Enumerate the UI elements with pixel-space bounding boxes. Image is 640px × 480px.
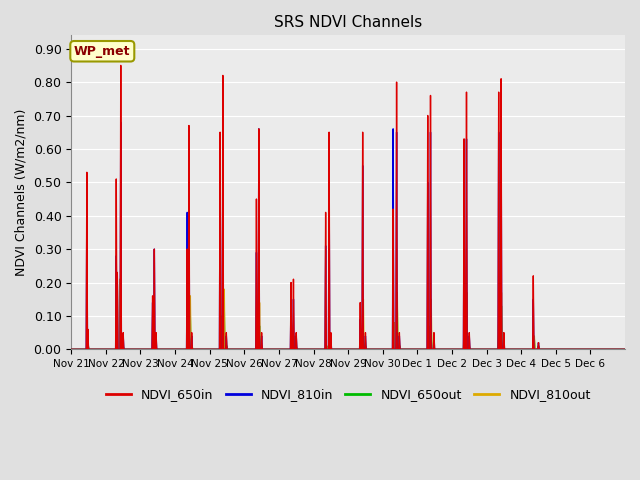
- Title: SRS NDVI Channels: SRS NDVI Channels: [274, 15, 422, 30]
- Text: WP_met: WP_met: [74, 45, 131, 58]
- Legend: NDVI_650in, NDVI_810in, NDVI_650out, NDVI_810out: NDVI_650in, NDVI_810in, NDVI_650out, NDV…: [100, 383, 596, 406]
- Y-axis label: NDVI Channels (W/m2/nm): NDVI Channels (W/m2/nm): [15, 108, 28, 276]
